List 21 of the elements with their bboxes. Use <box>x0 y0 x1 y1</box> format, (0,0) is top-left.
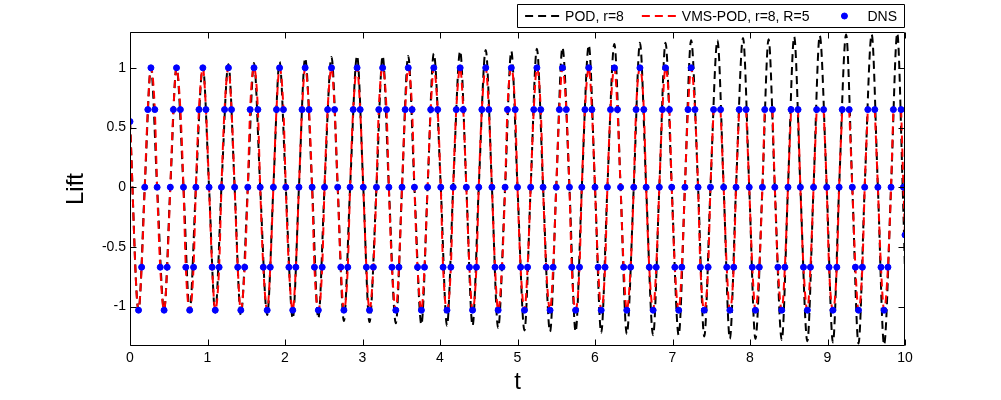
x-tick-label: 7 <box>668 349 677 366</box>
line-series <box>130 32 905 346</box>
y-tick-label: 0 <box>118 178 127 195</box>
x-tick-label: 4 <box>436 349 445 366</box>
x-tick-label: 3 <box>358 349 367 366</box>
x-tick-label: 10 <box>897 349 913 366</box>
y-tick-label: 0.5 <box>106 118 127 135</box>
x-tick-label: 6 <box>591 349 600 366</box>
legend-label: POD, r=8 <box>565 7 625 24</box>
x-tick-label: 9 <box>823 349 832 366</box>
x-tick-label: 8 <box>746 349 755 366</box>
legend-label: DNS <box>867 7 897 24</box>
x-tick-label: 1 <box>203 349 212 366</box>
x-tick-label: 2 <box>281 349 290 366</box>
y-axis-title: Lift <box>61 172 89 206</box>
legend-label: VMS-POD, r=8, R=5 <box>681 7 810 24</box>
x-axis-title: t <box>514 367 522 395</box>
y-tick-label: 1 <box>118 58 127 75</box>
x-tick-label: 5 <box>513 349 522 366</box>
y-tick-label: -1 <box>113 297 127 314</box>
y-tick-label: -0.5 <box>101 237 127 254</box>
